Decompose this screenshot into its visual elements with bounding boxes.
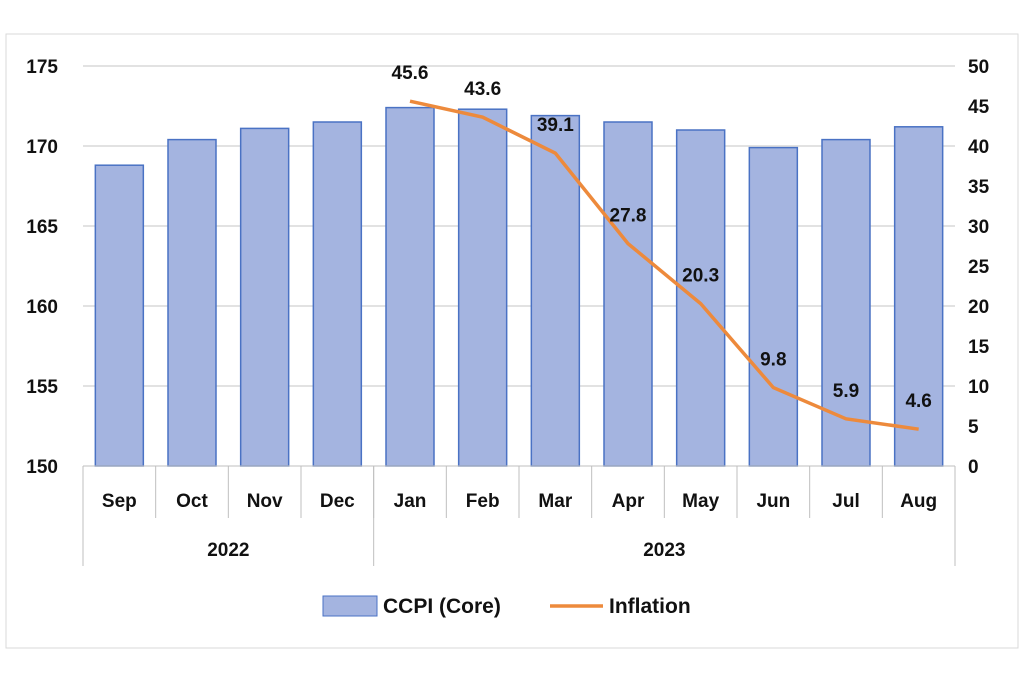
legend-swatch-ccpi bbox=[322, 595, 378, 617]
data-label-inflation: 20.3 bbox=[682, 266, 719, 287]
y-right-tick-label: 15 bbox=[968, 337, 990, 358]
chart-border bbox=[5, 33, 1019, 649]
y-right-tick-label: 35 bbox=[968, 177, 990, 198]
x-tick-label: Mar bbox=[538, 491, 572, 512]
x-tick-label: Sep bbox=[102, 491, 137, 512]
y-left-tick-label: 175 bbox=[26, 57, 58, 78]
legend-label-inflation: Inflation bbox=[609, 595, 691, 618]
y-right-tick-label: 25 bbox=[968, 257, 990, 278]
x-tick-label: Apr bbox=[612, 491, 645, 512]
bar-ccpi-mar bbox=[530, 114, 581, 467]
y-left-tick-label: 155 bbox=[26, 377, 58, 398]
legend-label-ccpi: CCPI (Core) bbox=[383, 595, 501, 618]
y-right-tick-label: 40 bbox=[968, 137, 989, 158]
y-left-tick-label: 170 bbox=[26, 137, 58, 158]
x-tick-label: Feb bbox=[466, 491, 500, 512]
bar-ccpi-jan bbox=[385, 106, 435, 467]
bar-ccpi-jun bbox=[748, 146, 799, 467]
bar-ccpi-may bbox=[675, 129, 726, 467]
y-left-tick-label: 165 bbox=[26, 217, 58, 238]
line-inflation bbox=[409, 99, 919, 431]
data-label-inflation: 27.8 bbox=[610, 206, 647, 227]
bar-ccpi-oct bbox=[167, 138, 217, 467]
y-right-tick-label: 45 bbox=[968, 97, 990, 118]
group-label: 2022 bbox=[207, 540, 249, 561]
bar-ccpi-dec bbox=[312, 121, 363, 467]
bar-ccpi-aug bbox=[893, 126, 944, 467]
bar-ccpi-sep bbox=[94, 164, 145, 467]
y-left-tick-label: 150 bbox=[26, 457, 58, 478]
x-tick-label: May bbox=[682, 491, 719, 512]
data-label-inflation: 43.6 bbox=[464, 79, 501, 100]
y-right-tick-label: 30 bbox=[968, 217, 989, 238]
x-tick-label: Nov bbox=[247, 491, 283, 512]
x-tick-label: Oct bbox=[176, 491, 208, 512]
y-right-tick-label: 0 bbox=[968, 457, 979, 478]
group-label: 2023 bbox=[643, 540, 685, 561]
y-right-tick-label: 50 bbox=[968, 57, 989, 78]
bar-ccpi-feb bbox=[457, 108, 508, 467]
x-tick-label: Jan bbox=[394, 491, 427, 512]
data-label-inflation: 45.6 bbox=[392, 63, 429, 84]
x-tick-label: Dec bbox=[320, 491, 355, 512]
data-label-inflation: 9.8 bbox=[760, 350, 786, 371]
y-left-tick-label: 160 bbox=[26, 297, 58, 318]
x-tick-label: Aug bbox=[900, 491, 937, 512]
bar-ccpi-apr bbox=[603, 121, 653, 467]
y-right-tick-label: 10 bbox=[968, 377, 989, 398]
data-label-inflation: 5.9 bbox=[833, 381, 859, 402]
x-tick-label: Jun bbox=[756, 491, 790, 512]
x-tick-label: Jul bbox=[832, 491, 859, 512]
data-label-inflation: 39.1 bbox=[537, 115, 574, 136]
bar-ccpi-nov bbox=[239, 127, 290, 467]
data-label-inflation: 4.6 bbox=[905, 391, 931, 412]
y-right-tick-label: 5 bbox=[968, 417, 979, 438]
y-right-tick-label: 20 bbox=[968, 297, 989, 318]
